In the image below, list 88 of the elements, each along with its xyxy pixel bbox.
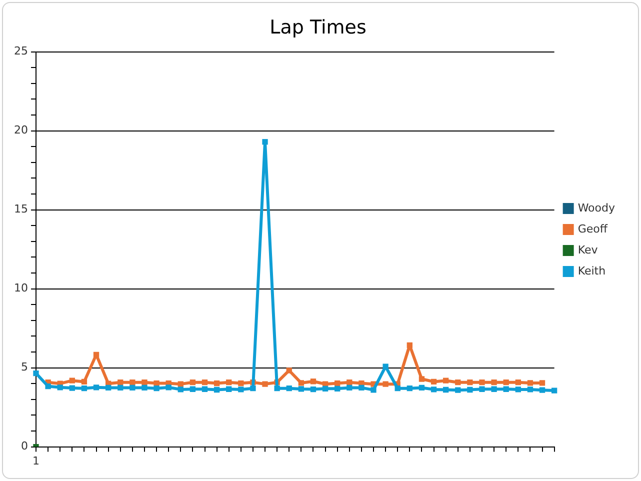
point	[250, 386, 256, 392]
point	[467, 386, 473, 393]
point	[551, 388, 558, 394]
point	[33, 370, 39, 376]
point	[130, 384, 136, 391]
point	[503, 386, 509, 392]
y-tick-label: 25	[14, 44, 28, 58]
point	[190, 386, 196, 392]
legend-label: Kev	[578, 243, 598, 256]
point	[479, 386, 485, 392]
point	[370, 387, 376, 393]
point	[154, 380, 160, 386]
point	[81, 386, 88, 392]
point	[515, 386, 521, 392]
point	[322, 386, 328, 392]
point	[214, 380, 220, 386]
point	[45, 383, 51, 390]
point	[382, 364, 388, 370]
legend-label: Geoff	[578, 222, 608, 236]
point	[118, 380, 124, 386]
point	[226, 386, 232, 392]
point	[455, 380, 461, 386]
y-tick-label: 15	[14, 202, 28, 216]
point	[467, 380, 473, 386]
y-tick-label: 0	[20, 440, 28, 453]
point	[238, 386, 244, 392]
point	[286, 368, 292, 374]
point	[491, 380, 497, 386]
point	[130, 380, 136, 386]
point	[142, 384, 148, 391]
point	[430, 378, 437, 385]
point	[430, 386, 437, 392]
point	[527, 380, 534, 386]
point	[105, 384, 112, 391]
point	[310, 386, 316, 392]
point	[202, 380, 208, 386]
point	[418, 384, 425, 391]
point	[57, 384, 63, 390]
point	[406, 342, 412, 348]
point	[81, 378, 88, 385]
point	[539, 380, 546, 386]
point	[479, 380, 485, 386]
point	[455, 387, 461, 393]
point	[418, 376, 425, 382]
point	[142, 380, 148, 386]
point	[539, 387, 546, 393]
point	[190, 380, 196, 386]
point	[443, 386, 449, 393]
point	[298, 380, 304, 386]
x-tick-label: 1	[32, 454, 40, 468]
y-tick-label: 20	[14, 124, 28, 137]
point	[334, 380, 340, 386]
point	[214, 386, 220, 393]
point	[178, 386, 184, 392]
point	[298, 386, 304, 392]
point	[226, 380, 232, 386]
point	[69, 385, 75, 391]
point	[262, 139, 268, 145]
point	[503, 380, 509, 386]
point	[334, 386, 340, 392]
point	[358, 384, 364, 391]
point	[527, 386, 534, 392]
point	[202, 386, 208, 392]
point	[382, 381, 388, 387]
point	[274, 386, 280, 392]
legend-label: Keith	[578, 264, 606, 278]
point	[262, 381, 268, 387]
point	[238, 380, 244, 386]
y-tick-label: 10	[14, 282, 28, 295]
point	[286, 386, 292, 392]
point	[346, 380, 352, 386]
chart-title: Lap Times	[270, 16, 366, 38]
legend-label: Woody	[578, 201, 616, 214]
point	[69, 378, 75, 384]
point	[443, 378, 449, 384]
point	[515, 380, 521, 386]
point	[166, 384, 172, 390]
y-tick-label: 5	[20, 360, 28, 374]
point	[93, 352, 100, 358]
point	[118, 384, 124, 391]
point	[346, 384, 352, 391]
point	[93, 384, 100, 390]
point	[394, 386, 400, 392]
point	[310, 378, 316, 384]
point	[154, 386, 160, 392]
point	[406, 386, 412, 392]
point	[178, 381, 184, 387]
point	[491, 386, 497, 392]
